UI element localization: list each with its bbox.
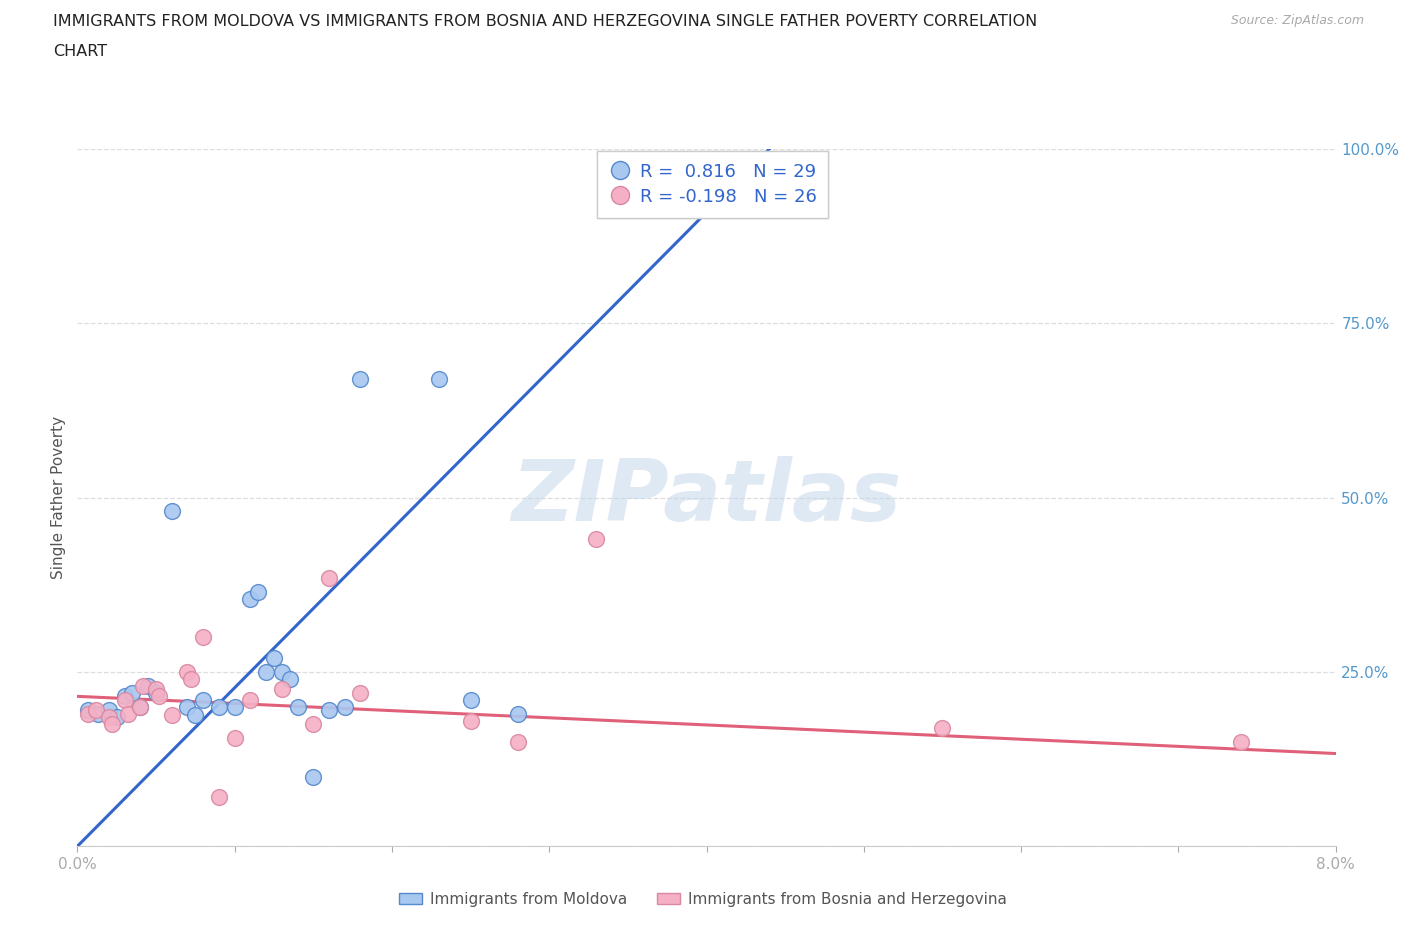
Point (191, 692, 215, 708)
Point (254, 665, 277, 680)
Point (97, 703, 120, 718)
Text: IMMIGRANTS FROM MOLDOVA VS IMMIGRANTS FROM BOSNIA AND HERZEGOVINA SINGLE FATHER : IMMIGRANTS FROM MOLDOVA VS IMMIGRANTS FR… (53, 14, 1038, 29)
Point (87, 707, 110, 722)
Point (247, 584, 270, 599)
Point (224, 731, 246, 746)
Point (176, 699, 198, 714)
Y-axis label: Single Father Poverty: Single Father Poverty (51, 416, 66, 579)
Point (318, 703, 340, 718)
Point (239, 591, 262, 606)
Legend: R =  0.816   N = 29, R = -0.198   N = 26: R = 0.816 N = 29, R = -0.198 N = 26 (598, 151, 828, 218)
Point (145, 682, 167, 697)
Text: Source: ZipAtlas.com: Source: ZipAtlas.com (1230, 14, 1364, 27)
Point (427, 371, 450, 387)
Point (77, 703, 100, 718)
Point (145, 685, 167, 700)
Point (136, 679, 159, 694)
Point (208, 790, 231, 805)
Point (129, 699, 152, 714)
Point (180, 671, 202, 686)
Point (117, 707, 139, 722)
Point (184, 708, 207, 723)
Point (77, 707, 100, 722)
Point (105, 710, 128, 724)
Point (460, 692, 482, 708)
Point (270, 665, 292, 680)
Point (97, 710, 120, 724)
Point (349, 685, 371, 700)
Legend: Immigrants from Moldova, Immigrants from Bosnia and Herzegovina: Immigrants from Moldova, Immigrants from… (394, 886, 1012, 913)
Point (114, 692, 136, 708)
Point (121, 685, 143, 700)
Point (302, 769, 325, 784)
Point (148, 689, 170, 704)
Point (287, 699, 309, 714)
Text: ZIPatlas: ZIPatlas (512, 456, 901, 539)
Point (224, 699, 246, 714)
Point (506, 735, 529, 750)
Point (278, 671, 301, 686)
Text: CHART: CHART (53, 44, 107, 59)
Point (84, 703, 107, 718)
Point (176, 665, 198, 680)
Point (460, 713, 482, 728)
Point (506, 707, 529, 722)
Point (132, 679, 155, 694)
Point (114, 689, 136, 704)
Point (191, 630, 215, 644)
Point (1230, 735, 1253, 750)
Point (931, 721, 953, 736)
Point (208, 699, 231, 714)
Point (263, 651, 285, 666)
Point (160, 708, 183, 723)
Point (160, 504, 183, 519)
Point (333, 699, 356, 714)
Point (101, 717, 124, 732)
Point (302, 717, 325, 732)
Point (585, 532, 607, 547)
Point (239, 692, 262, 708)
Point (318, 570, 340, 585)
Point (349, 371, 371, 387)
Point (270, 682, 292, 697)
Point (129, 699, 152, 714)
